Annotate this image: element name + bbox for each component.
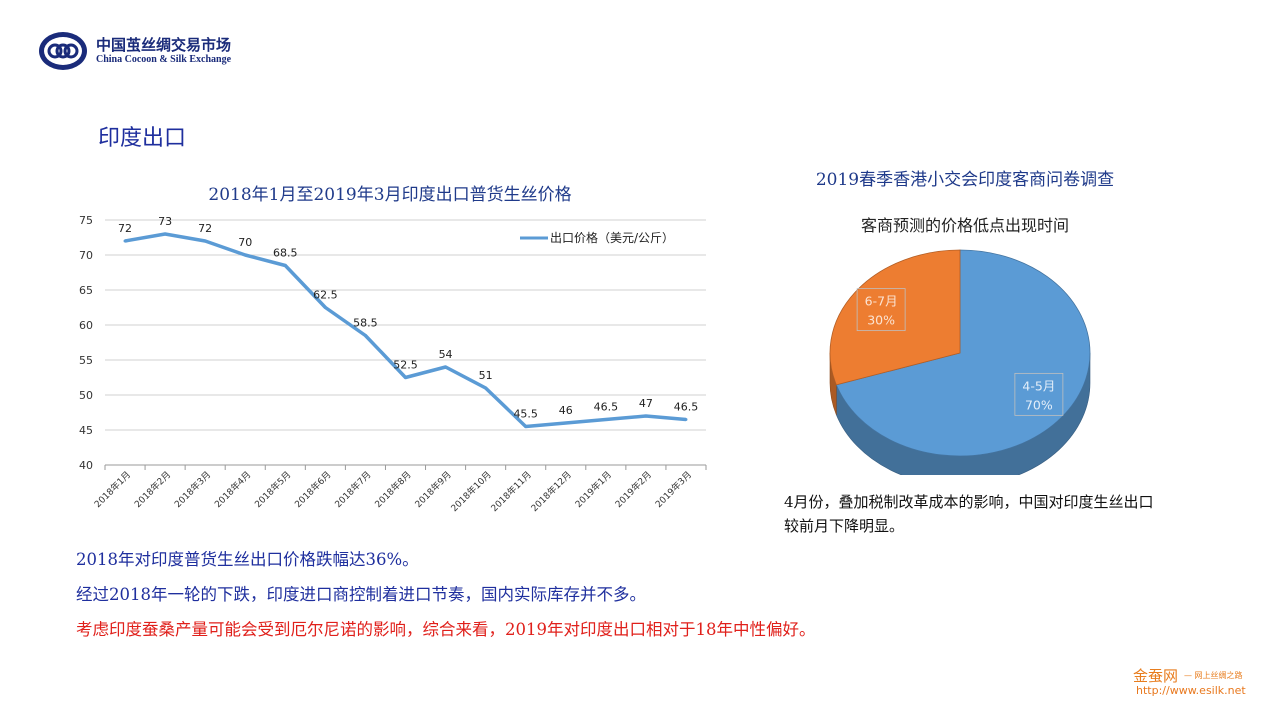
y-tick-label: 70 bbox=[79, 249, 93, 262]
data-label: 52.5 bbox=[393, 359, 418, 372]
x-tick-label: 2018年3月 bbox=[172, 469, 213, 510]
data-label: 47 bbox=[639, 397, 653, 410]
y-tick-label: 65 bbox=[79, 284, 93, 297]
y-tick-label: 55 bbox=[79, 354, 93, 367]
pie-label-box bbox=[1014, 372, 1064, 416]
data-label: 68.5 bbox=[273, 247, 298, 260]
data-label: 46 bbox=[559, 404, 573, 417]
pie-slice-label: 6-7月 bbox=[865, 294, 898, 309]
data-point bbox=[363, 334, 367, 337]
pie-slice bbox=[835, 249, 1091, 457]
x-tick-label: 2018年11月 bbox=[488, 469, 534, 515]
x-tick-label: 2018年8月 bbox=[372, 469, 413, 510]
exchange-logo bbox=[36, 28, 256, 74]
data-point bbox=[203, 239, 207, 243]
watermark-slogan: — 网上丝绸之路 bbox=[1184, 671, 1243, 680]
pie-chart: 4-5月 70% 6-7月 30% bbox=[829, 249, 1091, 475]
data-label: 73 bbox=[158, 215, 172, 228]
x-tick-label: 2019年2月 bbox=[613, 469, 654, 510]
logo-chinese-name: 中国茧丝绸交易市场 bbox=[96, 36, 232, 54]
x-tick-label: 2018年5月 bbox=[252, 469, 293, 510]
line-chart-y-ticks: 40 45 50 55 60 65 70 75 bbox=[79, 214, 93, 472]
data-label: 46.5 bbox=[594, 401, 619, 414]
line-chart-x-ticks: 2018年1月 2018年2月 2018年3月 2018年4月 2018年5月 2018年… bbox=[92, 469, 694, 515]
pie-slice-percent: 70% bbox=[1025, 397, 1053, 412]
y-tick-label: 75 bbox=[79, 214, 93, 227]
data-label: 45.5 bbox=[513, 408, 538, 421]
series-line bbox=[124, 232, 687, 429]
data-point bbox=[644, 414, 648, 418]
x-tick-label: 2018年7月 bbox=[332, 469, 373, 510]
x-tick-label: 2018年2月 bbox=[132, 469, 173, 510]
data-label: 62.5 bbox=[313, 289, 338, 302]
line-chart-legend: 出口价格（美元/公斤） bbox=[520, 230, 674, 245]
data-point bbox=[524, 425, 528, 428]
x-tick-label: 2018年4月 bbox=[212, 469, 253, 510]
x-tick-label: 2018年1月 bbox=[92, 469, 133, 510]
pie-slice-percent: 30% bbox=[867, 313, 895, 328]
summary-note-2: 经过2018年一轮的下跌，印度进口商控制着进口节奏，国内实际库存并不多。 bbox=[76, 585, 646, 604]
y-tick-label: 60 bbox=[79, 319, 93, 332]
watermark-brand: 金蚕网 bbox=[1133, 667, 1179, 685]
summary-note-3: 考虑印度蚕桑产量可能会受到厄尔尼诺的影响，综合来看，2019年对印度出口相对于1… bbox=[76, 620, 816, 639]
x-tick-label: 2018年9月 bbox=[412, 469, 453, 510]
x-tick-label: 2018年6月 bbox=[292, 469, 333, 510]
data-label: 51 bbox=[479, 369, 493, 382]
line-chart-title: 2018年1月至2019年3月印度出口普货生丝价格 bbox=[208, 185, 572, 205]
pie-label-box bbox=[856, 288, 906, 332]
pie-slice bbox=[829, 249, 961, 386]
data-point bbox=[404, 376, 407, 379]
legend-label: 出口价格（美元/公斤） bbox=[550, 230, 674, 245]
data-point bbox=[243, 253, 247, 257]
summary-note-1: 2018年对印度普货生丝出口价格跌幅达36%。 bbox=[76, 550, 419, 569]
x-tick-label: 2018年10月 bbox=[448, 469, 494, 515]
data-label: 58.5 bbox=[353, 317, 378, 330]
data-point bbox=[283, 264, 287, 267]
y-tick-label: 50 bbox=[79, 389, 93, 402]
pie-chart-subtitle: 客商预测的价格低点出现时间 bbox=[860, 216, 1069, 235]
watermark-url: http://www.esilk.net bbox=[1136, 684, 1246, 697]
data-label: 72 bbox=[198, 222, 212, 235]
data-point bbox=[323, 306, 327, 309]
data-label: 54 bbox=[439, 348, 453, 361]
data-point bbox=[163, 232, 167, 236]
data-point bbox=[123, 239, 127, 243]
y-tick-label: 40 bbox=[79, 459, 93, 472]
data-label: 72 bbox=[118, 222, 132, 235]
data-point bbox=[444, 365, 448, 369]
data-point bbox=[564, 421, 568, 425]
data-point bbox=[684, 418, 688, 421]
y-tick-label: 45 bbox=[79, 424, 93, 437]
x-tick-label: 2019年1月 bbox=[572, 469, 613, 510]
pie-slice-label: 4-5月 bbox=[1022, 378, 1055, 393]
data-point bbox=[484, 386, 488, 390]
x-tick-label: 2019年3月 bbox=[653, 469, 694, 510]
data-label: 70 bbox=[238, 236, 252, 249]
line-chart-data-labels: 72 73 72 70 68.5 62.5 58.5 52.5 54 51 45.5 46 46.5 47… bbox=[118, 215, 698, 428]
data-point bbox=[604, 418, 608, 421]
x-tick-label: 2018年12月 bbox=[528, 469, 574, 515]
logo-english-name: China Cocoon & Silk Exchange bbox=[96, 54, 232, 65]
line-chart-grid bbox=[104, 219, 707, 470]
page-title: 印度出口 bbox=[98, 126, 187, 151]
data-label: 46.5 bbox=[674, 401, 699, 414]
pie-chart-title: 2019春季香港小交会印度客商问卷调查 bbox=[815, 170, 1115, 190]
pie-chart-note: 4月份，叠加税制改革成本的影响，中国对印度生丝出口较前月下降明显。 bbox=[784, 493, 1154, 535]
